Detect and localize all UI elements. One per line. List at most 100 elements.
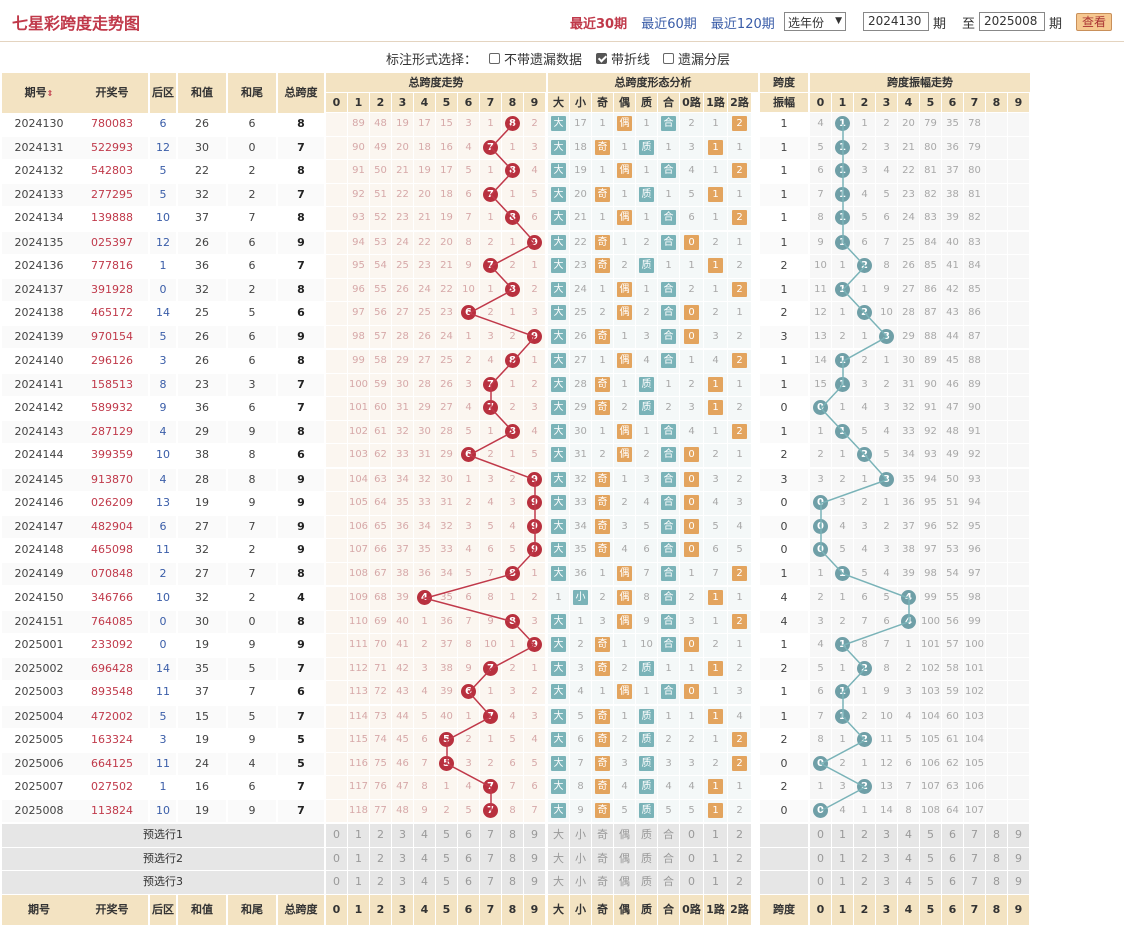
preselect-shape[interactable]: 奇: [592, 824, 613, 847]
preselect-shape[interactable]: 合: [658, 847, 679, 870]
preselect-amp-digit[interactable]: 0: [810, 871, 831, 894]
preselect-amp-digit[interactable]: 5: [920, 871, 941, 894]
preselect-shape[interactable]: 偶: [614, 871, 635, 894]
checkbox-no-miss[interactable]: 不带遗漏数据: [489, 49, 582, 68]
preselect-amp-digit[interactable]: 6: [942, 871, 963, 894]
preselect-shape[interactable]: 质: [636, 824, 657, 847]
checkbox-box[interactable]: [489, 53, 500, 64]
preselect-digit[interactable]: 1: [348, 847, 369, 870]
preselect-digit[interactable]: 2: [370, 871, 391, 894]
preselect-shape[interactable]: 2: [728, 824, 751, 847]
preselect-digit[interactable]: 3: [392, 824, 413, 847]
preselect-digit[interactable]: 5: [436, 824, 457, 847]
preselect-shape[interactable]: 奇: [592, 847, 613, 870]
preselect-amp-digit[interactable]: 2: [854, 847, 875, 870]
header-issue[interactable]: 期号⇕: [2, 73, 76, 113]
preselect-amp-digit[interactable]: 0: [810, 824, 831, 847]
preselect-digit[interactable]: 6: [458, 847, 479, 870]
preselect-digit[interactable]: 0: [326, 847, 347, 870]
preselect-shape[interactable]: 1: [704, 871, 727, 894]
view-button[interactable]: 查看: [1076, 13, 1112, 31]
preselect-digit[interactable]: 7: [480, 824, 501, 847]
preselect-digit[interactable]: 5: [436, 871, 457, 894]
preselect-amp-digit[interactable]: 7: [964, 824, 985, 847]
preselect-amp-digit[interactable]: 8: [986, 871, 1007, 894]
checkbox-polyline[interactable]: 带折线: [596, 49, 650, 68]
preselect-shape[interactable]: 大: [548, 847, 569, 870]
preselect-shape[interactable]: 奇: [592, 871, 613, 894]
preselect-shape[interactable]: 小: [570, 847, 591, 870]
preselect-shape[interactable]: 合: [658, 871, 679, 894]
preselect-shape[interactable]: 0: [680, 847, 703, 870]
period-from-input[interactable]: 2024130: [863, 12, 929, 31]
preselect-digit[interactable]: 4: [414, 871, 435, 894]
preselect-amp-digit[interactable]: 9: [1008, 824, 1029, 847]
preselect-amp-digit[interactable]: 8: [986, 824, 1007, 847]
checkbox-box[interactable]: [596, 53, 607, 64]
preselect-shape[interactable]: 小: [570, 824, 591, 847]
preselect-shape[interactable]: 小: [570, 871, 591, 894]
nav-recent-30[interactable]: 最近30期: [570, 17, 628, 32]
preselect-digit[interactable]: 1: [348, 871, 369, 894]
preselect-digit[interactable]: 4: [414, 824, 435, 847]
preselect-digit[interactable]: 0: [326, 871, 347, 894]
preselect-amp-digit[interactable]: 0: [810, 847, 831, 870]
preselect-shape[interactable]: 偶: [614, 824, 635, 847]
preselect-digit[interactable]: 6: [458, 824, 479, 847]
preselect-amp-digit[interactable]: 4: [898, 824, 919, 847]
preselect-amp-digit[interactable]: 6: [942, 847, 963, 870]
preselect-shape[interactable]: 质: [636, 847, 657, 870]
year-select[interactable]: 选年份 ▼: [784, 12, 846, 31]
preselect-digit[interactable]: 7: [480, 847, 501, 870]
preselect-digit[interactable]: 2: [370, 847, 391, 870]
preselect-shape[interactable]: 2: [728, 847, 751, 870]
preselect-shape[interactable]: 大: [548, 871, 569, 894]
preselect-shape[interactable]: 2: [728, 871, 751, 894]
preselect-amp-digit[interactable]: 5: [920, 847, 941, 870]
preselect-shape[interactable]: 0: [680, 824, 703, 847]
preselect-shape[interactable]: 大: [548, 824, 569, 847]
preselect-digit[interactable]: 4: [414, 847, 435, 870]
footer-issue[interactable]: 期号: [2, 894, 76, 925]
preselect-digit[interactable]: 9: [524, 847, 545, 870]
preselect-amp-digit[interactable]: 3: [876, 871, 897, 894]
preselect-amp-digit[interactable]: 9: [1008, 847, 1029, 870]
period-to-input[interactable]: 2025008: [979, 12, 1045, 31]
preselect-digit[interactable]: 8: [502, 824, 523, 847]
preselect-shape[interactable]: 偶: [614, 847, 635, 870]
preselect-digit[interactable]: 3: [392, 871, 413, 894]
preselect-digit[interactable]: 2: [370, 824, 391, 847]
sort-icon[interactable]: ⇕: [46, 89, 54, 98]
preselect-digit[interactable]: 3: [392, 847, 413, 870]
preselect-digit[interactable]: 0: [326, 824, 347, 847]
preselect-amp-digit[interactable]: 5: [920, 824, 941, 847]
preselect-amp-digit[interactable]: 9: [1008, 871, 1029, 894]
checkbox-layer[interactable]: 遗漏分层: [663, 49, 730, 68]
preselect-digit[interactable]: 9: [524, 871, 545, 894]
preselect-amp-digit[interactable]: 4: [898, 871, 919, 894]
preselect-shape[interactable]: 质: [636, 871, 657, 894]
nav-recent-60[interactable]: 最近60期: [641, 17, 697, 32]
preselect-amp-digit[interactable]: 1: [832, 871, 853, 894]
preselect-digit[interactable]: 7: [480, 871, 501, 894]
preselect-amp-digit[interactable]: 2: [854, 824, 875, 847]
preselect-amp-digit[interactable]: 3: [876, 824, 897, 847]
preselect-amp-digit[interactable]: 1: [832, 824, 853, 847]
checkbox-box[interactable]: [663, 53, 674, 64]
preselect-digit[interactable]: 9: [524, 824, 545, 847]
preselect-shape[interactable]: 合: [658, 824, 679, 847]
preselect-digit[interactable]: 1: [348, 824, 369, 847]
preselect-amp-digit[interactable]: 2: [854, 871, 875, 894]
preselect-digit[interactable]: 5: [436, 847, 457, 870]
preselect-amp-digit[interactable]: 4: [898, 847, 919, 870]
preselect-digit[interactable]: 8: [502, 847, 523, 870]
preselect-amp-digit[interactable]: 8: [986, 847, 1007, 870]
preselect-amp-digit[interactable]: 7: [964, 847, 985, 870]
preselect-amp-digit[interactable]: 6: [942, 824, 963, 847]
nav-recent-120[interactable]: 最近120期: [710, 17, 775, 32]
preselect-amp-digit[interactable]: 3: [876, 847, 897, 870]
preselect-shape[interactable]: 0: [680, 871, 703, 894]
preselect-digit[interactable]: 6: [458, 871, 479, 894]
preselect-amp-digit[interactable]: 7: [964, 871, 985, 894]
preselect-shape[interactable]: 1: [704, 847, 727, 870]
